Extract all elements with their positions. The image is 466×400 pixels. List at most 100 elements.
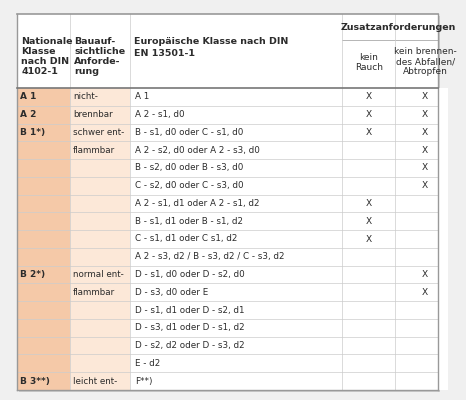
Bar: [70, 354, 130, 372]
Text: D - s3, d0 oder E: D - s3, d0 oder E: [135, 288, 208, 297]
Bar: [17, 372, 70, 390]
Bar: [130, 230, 455, 248]
Bar: [17, 337, 70, 354]
Bar: [17, 124, 70, 141]
Text: X: X: [422, 146, 428, 155]
Text: X: X: [366, 92, 372, 101]
Bar: [130, 284, 455, 301]
Bar: [17, 319, 70, 337]
Text: 4102-1: 4102-1: [21, 66, 58, 76]
Text: A 2 - s3, d2 / B - s3, d2 / C - s3, d2: A 2 - s3, d2 / B - s3, d2 / C - s3, d2: [135, 252, 284, 261]
Text: Rauch: Rauch: [355, 64, 383, 72]
Bar: [17, 159, 70, 177]
Bar: [70, 230, 130, 248]
Text: B 3**): B 3**): [20, 377, 50, 386]
Text: A 2 - s1, d0: A 2 - s1, d0: [135, 110, 184, 119]
Bar: [70, 319, 130, 337]
Text: A 1: A 1: [135, 92, 149, 101]
Text: X: X: [366, 199, 372, 208]
Bar: [130, 372, 455, 390]
Text: X: X: [366, 128, 372, 137]
Text: A 2 - s1, d1 oder A 2 - s1, d2: A 2 - s1, d1 oder A 2 - s1, d2: [135, 199, 259, 208]
Bar: [17, 212, 70, 230]
Text: Nationale: Nationale: [21, 36, 73, 46]
Bar: [70, 141, 130, 159]
Text: X: X: [366, 234, 372, 244]
Text: Europäische Klasse nach DIN: Europäische Klasse nach DIN: [134, 36, 288, 46]
Text: Bauauf-: Bauauf-: [74, 36, 115, 46]
Bar: [17, 301, 70, 319]
Text: B 1*): B 1*): [20, 128, 45, 137]
Text: C - s2, d0 oder C - s3, d0: C - s2, d0 oder C - s3, d0: [135, 181, 243, 190]
Bar: [17, 284, 70, 301]
Text: B - s1, d0 oder C - s1, d0: B - s1, d0 oder C - s1, d0: [135, 128, 243, 137]
Bar: [70, 284, 130, 301]
Bar: [130, 194, 455, 212]
Bar: [70, 372, 130, 390]
Text: sichtliche: sichtliche: [74, 46, 125, 56]
Text: schwer ent-: schwer ent-: [73, 128, 124, 137]
Bar: [70, 248, 130, 266]
Text: leicht ent-: leicht ent-: [73, 377, 117, 386]
Text: normal ent-: normal ent-: [73, 270, 124, 279]
Text: F**): F**): [135, 377, 152, 386]
Text: B - s2, d0 oder B - s3, d0: B - s2, d0 oder B - s3, d0: [135, 164, 243, 172]
Text: X: X: [422, 164, 428, 172]
Bar: [130, 159, 455, 177]
Bar: [17, 177, 70, 194]
Text: Klasse: Klasse: [21, 46, 55, 56]
Text: X: X: [422, 270, 428, 279]
Bar: [130, 88, 455, 106]
Text: B 2*): B 2*): [20, 270, 45, 279]
Bar: [130, 266, 455, 284]
Text: E - d2: E - d2: [135, 359, 160, 368]
Text: A 2: A 2: [20, 110, 36, 119]
Bar: [17, 266, 70, 284]
Bar: [17, 141, 70, 159]
Text: B - s1, d1 oder B - s1, d2: B - s1, d1 oder B - s1, d2: [135, 217, 243, 226]
Bar: [130, 354, 455, 372]
Text: A 1: A 1: [20, 92, 36, 101]
Bar: [70, 301, 130, 319]
Text: D - s2, d2 oder D - s3, d2: D - s2, d2 oder D - s3, d2: [135, 341, 244, 350]
Text: X: X: [366, 217, 372, 226]
Bar: [130, 337, 455, 354]
Bar: [70, 212, 130, 230]
Text: X: X: [422, 128, 428, 137]
Text: flammbar: flammbar: [73, 288, 116, 297]
Bar: [70, 337, 130, 354]
Bar: [70, 106, 130, 124]
Bar: [130, 248, 455, 266]
Text: X: X: [422, 181, 428, 190]
Text: nach DIN: nach DIN: [21, 56, 69, 66]
Bar: [70, 124, 130, 141]
Text: X: X: [422, 92, 428, 101]
Bar: [130, 319, 455, 337]
Bar: [70, 159, 130, 177]
Bar: [130, 177, 455, 194]
Bar: [130, 212, 455, 230]
Text: des Abfallen/: des Abfallen/: [396, 58, 455, 66]
Bar: [70, 266, 130, 284]
Text: rung: rung: [74, 66, 99, 76]
Text: EN 13501-1: EN 13501-1: [134, 48, 195, 58]
Bar: [17, 354, 70, 372]
Text: brennbar: brennbar: [73, 110, 113, 119]
Text: X: X: [366, 110, 372, 119]
Bar: [130, 106, 455, 124]
Text: C - s1, d1 oder C s1, d2: C - s1, d1 oder C s1, d2: [135, 234, 237, 244]
Bar: [130, 141, 455, 159]
Text: X: X: [422, 110, 428, 119]
Bar: [130, 301, 455, 319]
Bar: [17, 248, 70, 266]
Text: X: X: [422, 288, 428, 297]
Bar: [70, 177, 130, 194]
Text: D - s1, d1 oder D - s2, d1: D - s1, d1 oder D - s2, d1: [135, 306, 244, 314]
Bar: [17, 194, 70, 212]
Bar: [17, 106, 70, 124]
Text: kein: kein: [359, 54, 378, 62]
Text: flammbar: flammbar: [73, 146, 116, 155]
Bar: [70, 88, 130, 106]
Text: Zusatzanforderungen: Zusatzanforderungen: [341, 24, 456, 32]
Text: nicht-: nicht-: [73, 92, 98, 101]
